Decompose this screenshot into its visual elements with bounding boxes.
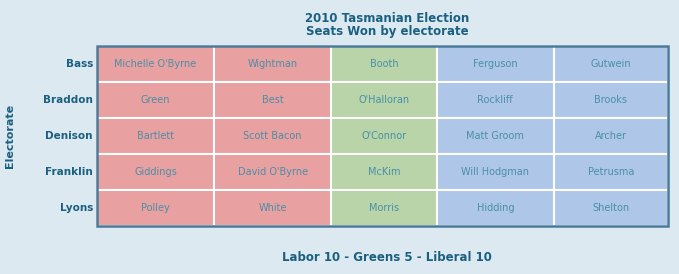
Text: Denison: Denison [45,131,93,141]
Text: Braddon: Braddon [43,95,93,105]
Bar [331,46,437,82]
Text: David O'Byrne: David O'Byrne [238,167,308,177]
Bar [437,154,554,190]
Bar [331,118,437,154]
Text: Scott Bacon: Scott Bacon [243,131,302,141]
Text: Labor 10 - Greens 5 - Liberal 10: Labor 10 - Greens 5 - Liberal 10 [282,251,492,264]
Text: Ferguson: Ferguson [473,59,517,69]
Bar [97,118,214,154]
Bar [331,154,437,190]
Bar [331,190,437,226]
Bar [97,190,214,226]
Bar [97,46,214,82]
Text: Lyons: Lyons [60,203,93,213]
Text: Hidding: Hidding [477,203,514,213]
Bar [214,46,331,82]
Text: White: White [258,203,287,213]
Text: Rockliff: Rockliff [477,95,513,105]
Text: Will Hodgman: Will Hodgman [461,167,529,177]
Text: Shelton: Shelton [592,203,629,213]
Text: Polley: Polley [141,203,170,213]
Bar [97,46,668,226]
Bar [437,82,554,118]
Text: Wightman: Wightman [248,59,297,69]
Text: Matt Groom: Matt Groom [466,131,524,141]
Bar [554,154,668,190]
Bar [214,154,331,190]
Bar [437,118,554,154]
Bar [97,154,214,190]
Text: Morris: Morris [369,203,399,213]
Text: Brooks: Brooks [594,95,627,105]
Text: Gutwein: Gutwein [591,59,631,69]
Text: McKim: McKim [367,167,400,177]
Text: Michelle O'Byrne: Michelle O'Byrne [114,59,197,69]
Bar [437,190,554,226]
Bar [554,46,668,82]
Bar [437,46,554,82]
Text: Bartlett: Bartlett [137,131,174,141]
Text: Best: Best [261,95,283,105]
Bar [554,190,668,226]
Text: Electorate: Electorate [5,104,15,168]
Bar [554,82,668,118]
Text: Green: Green [141,95,170,105]
Bar [214,118,331,154]
Text: Petrusma: Petrusma [588,167,634,177]
Text: Bass: Bass [66,59,93,69]
Text: Franklin: Franklin [45,167,93,177]
Bar [331,82,437,118]
Text: Archer: Archer [595,131,627,141]
Text: 2010 Tasmanian Election: 2010 Tasmanian Election [305,12,469,25]
Bar [214,190,331,226]
Text: Booth: Booth [369,59,399,69]
Bar [214,82,331,118]
Text: O'Halloran: O'Halloran [359,95,409,105]
Text: Seats Won by electorate: Seats Won by electorate [306,25,469,38]
Text: O'Connor: O'Connor [361,131,407,141]
Bar [97,82,214,118]
Bar [554,118,668,154]
Text: Giddings: Giddings [134,167,177,177]
